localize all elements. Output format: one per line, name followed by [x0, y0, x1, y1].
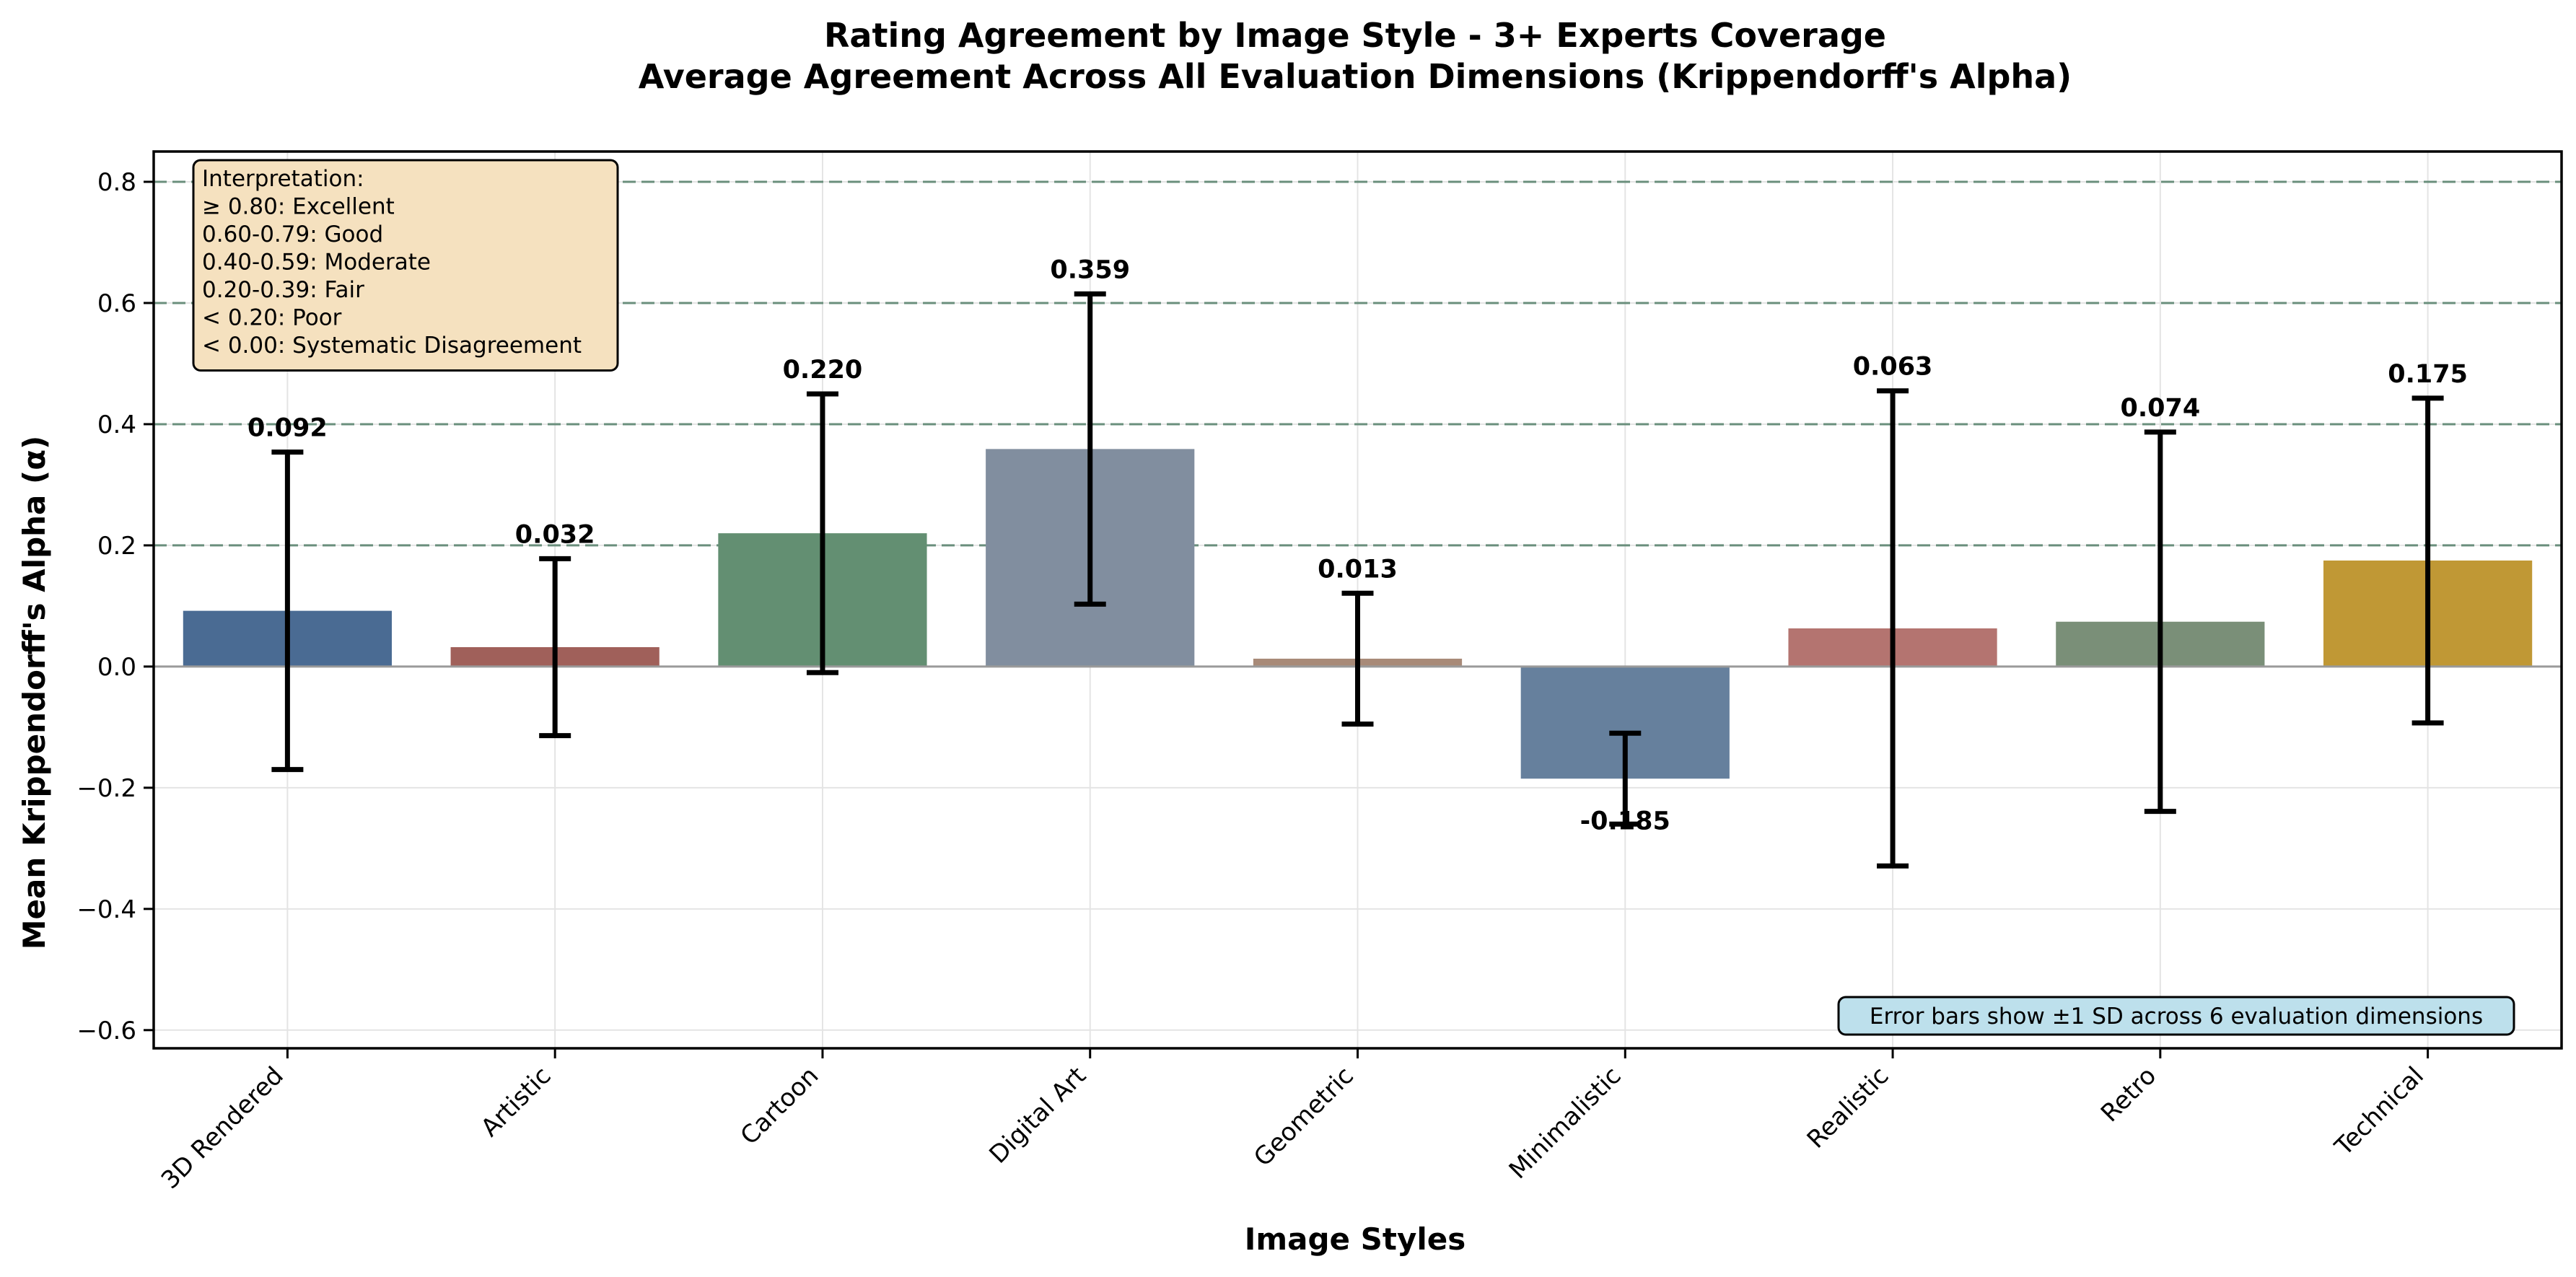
x-tick-label: Digital Art [983, 1061, 1092, 1170]
interpretation-box [192, 159, 619, 372]
y-tick-label: −0.2 [76, 774, 136, 803]
y-tick-label: −0.6 [76, 1017, 136, 1045]
interpretation-line: ≥ 0.80: Excellent [202, 194, 395, 220]
interpretation-line: Interpretation: [202, 166, 364, 192]
y-axis-label: Mean Krippendorff's Alpha (α) [17, 436, 52, 950]
x-tick-label: Realistic [1802, 1061, 1895, 1154]
interpretation-line: 0.60-0.79: Good [202, 221, 383, 247]
x-tick-label: Retro [2095, 1061, 2162, 1128]
x-tick-label: Geometric [1248, 1061, 1359, 1172]
plot-area: 0.092 0.032 0.220 0.359 0.013 -0.185 0.063 0.07… [76, 150, 2563, 1195]
y-tick-label: 0.0 [97, 653, 136, 682]
interpretation-line: < 0.00: Systematic Disagreement [202, 333, 582, 359]
y-tick-label: 0.8 [97, 168, 136, 197]
value-label: 0.032 [515, 520, 595, 549]
x-tick-label: Minimalistic [1504, 1061, 1627, 1185]
value-label: 0.175 [2388, 360, 2468, 389]
y-tick-label: 0.4 [97, 411, 136, 439]
y-tick-label: −0.4 [76, 895, 136, 924]
value-label: 0.063 [1853, 353, 1933, 382]
chart-title: Rating Agreement by Image Style - 3+ Exp… [824, 16, 1886, 55]
value-label: 0.359 [1050, 255, 1130, 284]
interpretation-line: < 0.20: Poor [202, 305, 342, 331]
x-axis-label: Image Styles [1245, 1221, 1466, 1257]
value-label: -0.185 [1580, 807, 1670, 835]
interpretation-line: 0.40-0.59: Moderate [202, 250, 431, 276]
value-label: 0.013 [1318, 555, 1398, 584]
chart-subtitle: Average Agreement Across All Evaluation … [639, 57, 2072, 96]
interpretation-line: 0.20-0.39: Fair [202, 277, 364, 303]
y-tick-label: 0.2 [97, 532, 136, 561]
note-text: Error bars show ±1 SD across 6 evaluatio… [1870, 1004, 2483, 1030]
value-label: 0.092 [247, 414, 328, 443]
x-tick-label: Technical [2329, 1061, 2430, 1162]
y-tick-label: 0.6 [97, 289, 136, 318]
value-label: 0.220 [783, 356, 863, 385]
x-tick-label: Cartoon [735, 1061, 825, 1151]
value-label: 0.074 [2120, 394, 2200, 423]
x-tick-label: 3D Rendered [156, 1061, 289, 1195]
x-tick-label: Artistic [476, 1061, 557, 1143]
note-box [1837, 996, 2515, 1036]
